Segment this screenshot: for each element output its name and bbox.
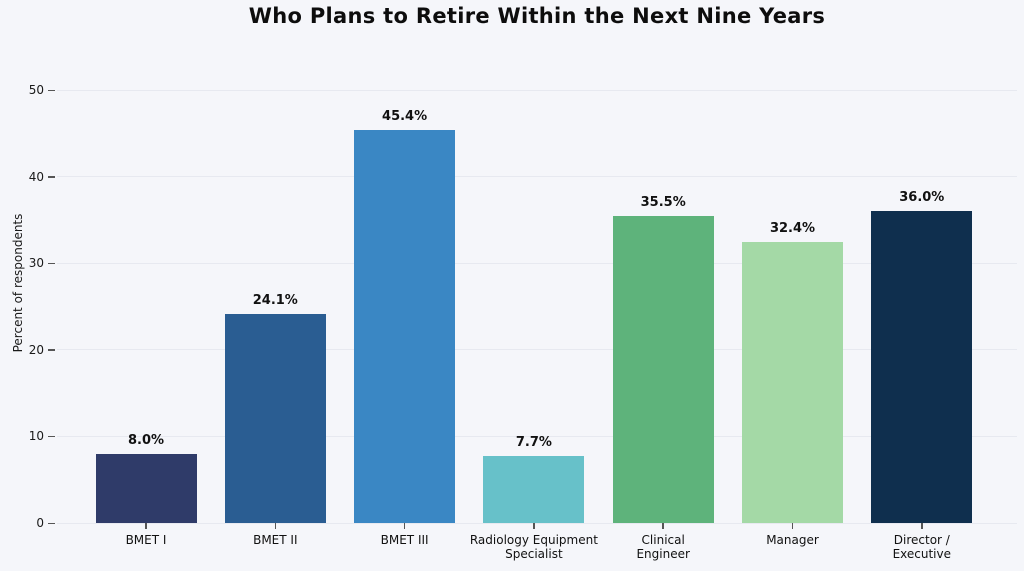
gridline-y-30 [57, 262, 1017, 264]
x-tick-label: Manager [766, 533, 819, 547]
bar-bmet-i [95, 454, 197, 523]
gridline-y-50 [57, 89, 1017, 91]
x-tick-mark [145, 523, 147, 529]
y-tick-mark [48, 522, 55, 524]
bar-value-label: 35.5% [640, 195, 686, 210]
bar-value-label: 8.0% [127, 433, 165, 448]
x-tick-mark [274, 523, 277, 529]
x-tick-label: BMET III [380, 533, 429, 547]
x-tick-label: BMET II [253, 533, 298, 547]
y-tick-mark [48, 176, 55, 178]
gridline-y-0 [57, 522, 1017, 524]
bar-value-label: 32.4% [769, 221, 816, 236]
y-tick-label: 10 [28, 429, 44, 444]
gridline-y-20 [57, 349, 1017, 351]
bar-bmet-iii [354, 130, 456, 523]
bar-value-label: 45.4% [382, 109, 428, 124]
y-tick-mark [48, 349, 55, 351]
bar-value-label: 36.0% [899, 190, 945, 205]
bar-bmet-ii [224, 314, 326, 523]
y-axis-label: Percent of respondents [11, 213, 25, 353]
x-tick-mark [662, 523, 664, 529]
gridline-y-10 [57, 435, 1017, 437]
y-tick-label: 50 [28, 83, 44, 97]
x-tick-mark [403, 523, 406, 529]
gridline-y-40 [57, 176, 1017, 178]
bar-clinical-engineer [612, 216, 714, 523]
x-tick-mark [791, 523, 794, 529]
y-tick-label: 30 [28, 256, 44, 271]
x-tick-mark [921, 523, 923, 529]
x-tick-label: BMET I [125, 533, 167, 547]
x-tick-label: Radiology Equipment Specialist [469, 533, 598, 562]
y-tick-mark [48, 262, 55, 265]
x-tick-label: Director / Executive [892, 533, 952, 562]
bar-manager [742, 242, 843, 523]
y-tick-mark [48, 89, 55, 91]
bar-director-executive [871, 211, 973, 523]
bar-value-label: 24.1% [252, 293, 298, 308]
y-tick-label: 20 [28, 342, 44, 357]
bar-value-label: 7.7% [515, 435, 552, 450]
chart-title: Who Plans to Retire Within the Next Nine… [248, 4, 826, 28]
y-tick-mark [48, 435, 55, 438]
bar-radiology-equipment-specialist [483, 456, 585, 523]
x-tick-label: Clinical Engineer [636, 533, 690, 562]
y-tick-label: 40 [28, 169, 44, 184]
x-tick-mark [533, 523, 535, 529]
y-tick-label: 0 [36, 516, 44, 530]
